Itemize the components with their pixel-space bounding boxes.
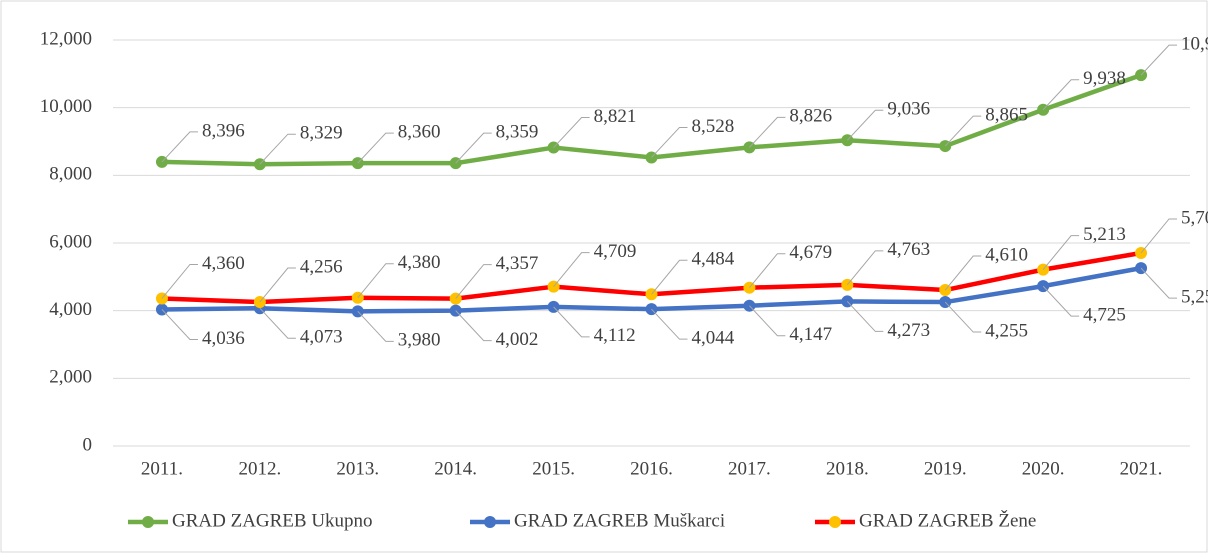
- leader-line: [944, 301, 982, 333]
- leader-line: [651, 126, 688, 158]
- y-tick-label: 4,000: [49, 299, 92, 320]
- leader-line: [455, 264, 492, 299]
- leader-line: [651, 308, 688, 340]
- leader-line: [357, 132, 394, 164]
- leader-line: [1140, 218, 1178, 254]
- x-tick-label: 2015.: [532, 458, 575, 479]
- leader-line: [846, 250, 884, 286]
- x-tick-label: 2012.: [238, 458, 281, 479]
- x-tick-label: 2017.: [728, 458, 771, 479]
- leader-line: [1140, 44, 1178, 76]
- x-tick-label: 2013.: [336, 458, 379, 479]
- leader-line: [944, 115, 982, 147]
- leader-line: [846, 301, 884, 332]
- data-label: 4,725: [1083, 304, 1126, 325]
- data-label: 4,273: [887, 320, 930, 341]
- leader-line: [553, 306, 590, 338]
- data-label: 9,938: [1083, 68, 1126, 89]
- leader-line: [259, 307, 296, 339]
- data-label: 8,396: [202, 120, 245, 141]
- leader-line: [553, 117, 590, 148]
- x-tick-label: 2018.: [826, 458, 869, 479]
- leader-line: [1140, 267, 1178, 299]
- data-label: 8,329: [300, 123, 343, 144]
- data-label: 4,610: [985, 244, 1028, 265]
- leader-line: [553, 252, 590, 287]
- leader-line: [259, 133, 296, 165]
- leader-line: [455, 310, 492, 342]
- data-label: 5,213: [1083, 224, 1126, 245]
- data-label: 8,359: [496, 122, 539, 143]
- y-tick-label: 12,000: [40, 28, 92, 49]
- leader-line: [161, 309, 198, 340]
- leader-line: [455, 132, 492, 164]
- data-label: 5,705: [1181, 207, 1208, 228]
- leader-line: [944, 255, 982, 291]
- data-label: 4,147: [789, 324, 832, 345]
- y-tick-label: 10,000: [40, 96, 92, 117]
- leader-line: [161, 263, 198, 299]
- legend-label: GRAD ZAGREB Žene: [859, 509, 1036, 531]
- legend-marker: [484, 516, 496, 528]
- data-label: 4,002: [496, 329, 539, 350]
- y-tick-label: 2,000: [49, 367, 92, 388]
- leader-line: [1042, 235, 1080, 270]
- leader-line: [749, 253, 786, 289]
- legend-label: GRAD ZAGREB Ukupno: [172, 510, 373, 531]
- data-label: 3,980: [398, 330, 441, 351]
- data-label: 5,257: [1181, 286, 1208, 307]
- leader-line: [846, 109, 884, 141]
- leader-line: [1042, 285, 1080, 317]
- data-label: 8,826: [789, 106, 832, 127]
- data-label: 8,821: [594, 106, 637, 127]
- data-label: 8,360: [398, 122, 441, 143]
- legend-marker: [142, 516, 154, 528]
- data-label: 4,484: [692, 249, 735, 270]
- leader-line: [1042, 79, 1080, 111]
- data-label: 4,255: [985, 320, 1028, 341]
- x-tick-label: 2021.: [1120, 458, 1163, 479]
- data-label: 4,679: [789, 242, 832, 263]
- legend-label: GRAD ZAGREB Muškarci: [514, 510, 725, 531]
- data-label: 4,360: [202, 253, 245, 274]
- x-tick-label: 2020.: [1022, 458, 1065, 479]
- x-tick-label: 2016.: [630, 458, 673, 479]
- data-label: 8,865: [985, 104, 1028, 125]
- data-label: 10,962: [1181, 33, 1208, 54]
- data-label: 8,528: [692, 116, 735, 137]
- data-label: 4,036: [202, 328, 245, 349]
- x-tick-label: 2011.: [141, 458, 183, 479]
- leader-line: [357, 263, 394, 299]
- data-label: 9,036: [887, 99, 930, 120]
- data-label: 4,357: [496, 253, 539, 274]
- y-tick-label: 0: [83, 434, 93, 455]
- data-label: 4,763: [887, 239, 930, 260]
- data-label: 4,073: [300, 327, 343, 348]
- y-tick-label: 6,000: [49, 231, 92, 252]
- leader-line: [749, 305, 786, 337]
- y-tick-label: 8,000: [49, 164, 92, 185]
- leader-line: [259, 267, 296, 303]
- data-label: 4,112: [594, 325, 636, 346]
- data-label: 4,256: [300, 256, 343, 277]
- data-label: 4,380: [398, 252, 441, 273]
- leader-line: [749, 116, 786, 148]
- leader-line: [357, 311, 394, 342]
- leader-line: [651, 259, 688, 295]
- leader-line: [161, 131, 198, 163]
- x-tick-label: 2014.: [434, 458, 477, 479]
- data-label: 4,044: [692, 328, 735, 349]
- x-tick-label: 2019.: [924, 458, 967, 479]
- data-label: 4,709: [594, 241, 637, 262]
- legend-marker: [829, 516, 841, 528]
